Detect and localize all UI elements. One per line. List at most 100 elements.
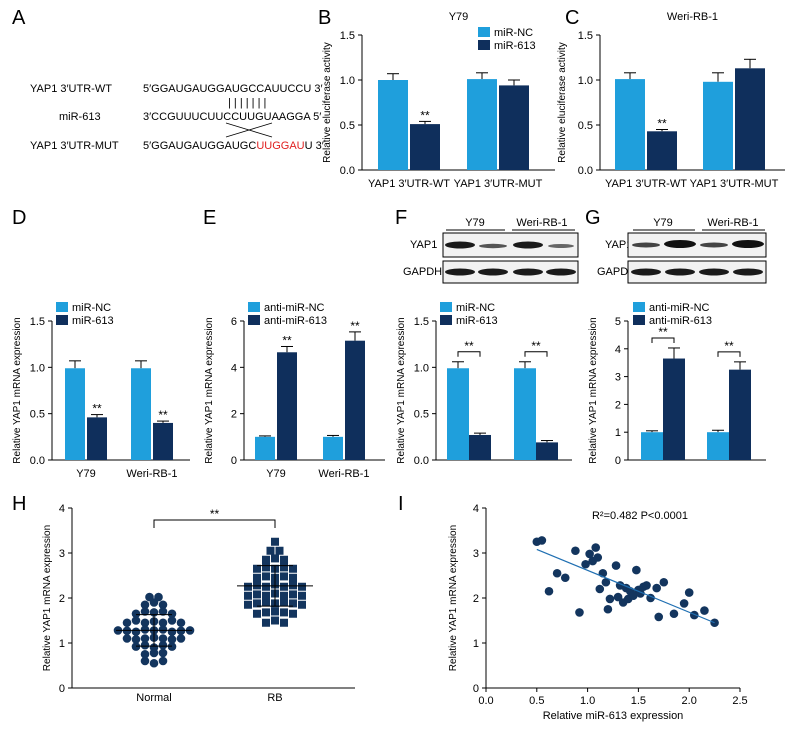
data-point xyxy=(158,600,168,610)
y-tick-label: 0 xyxy=(615,455,621,467)
correlation-annotation: R²=0.482 P<0.0001 xyxy=(592,510,688,522)
data-point xyxy=(537,536,547,545)
bar xyxy=(729,369,751,460)
data-point xyxy=(271,616,279,625)
y-axis-label: Relative eluciferase activity xyxy=(557,42,568,163)
y-axis-label: Relative YAP1 mRNA expression xyxy=(396,317,407,463)
significance-stars: ** xyxy=(350,319,360,333)
wt-sequence: 5′GGAUGAUGGAUGCCAUUCCU 3′ xyxy=(143,83,323,95)
data-point xyxy=(149,658,159,668)
significance-stars: ** xyxy=(158,408,168,422)
data-point xyxy=(280,608,288,617)
chart-b: Y79 0.0 0.5 1.0 1.5 Relative eluciferase acti… xyxy=(322,11,555,190)
legend-label: anti-miR-613 xyxy=(264,315,327,327)
significance-stars: ** xyxy=(420,108,430,122)
legend-swatch xyxy=(478,27,490,37)
data-point xyxy=(167,627,177,637)
data-point xyxy=(149,643,159,652)
blot-g-band xyxy=(700,242,728,248)
data-point xyxy=(140,600,150,610)
bond-marks: | | | | | | | xyxy=(228,97,266,109)
data-point xyxy=(669,609,679,619)
data-point xyxy=(289,590,297,599)
bar xyxy=(499,85,529,170)
data-point xyxy=(280,563,288,572)
bar xyxy=(131,368,151,460)
y-tick-label: 1.0 xyxy=(414,362,429,374)
data-point xyxy=(244,600,252,609)
data-point xyxy=(253,573,261,582)
data-point xyxy=(289,573,297,582)
y-tick-label: 0.0 xyxy=(414,455,429,467)
y-tick-label: 0 xyxy=(473,683,479,695)
data-point xyxy=(275,546,284,555)
data-point xyxy=(280,591,288,600)
data-point xyxy=(552,568,562,578)
y-tick-label: 1.0 xyxy=(340,75,355,87)
wt-label: YAP1 3′UTR-WT xyxy=(30,83,112,95)
legend-swatch xyxy=(248,315,260,325)
data-point xyxy=(560,573,570,583)
blot-f-band xyxy=(548,244,574,248)
bar xyxy=(514,368,536,460)
data-point xyxy=(652,583,661,593)
data-point xyxy=(131,616,141,625)
significance-bracket xyxy=(651,337,675,343)
data-point xyxy=(158,625,168,634)
category-label: YAP1 3′UTR-MUT xyxy=(690,178,779,190)
data-point xyxy=(298,582,306,591)
panel-letter-c: C xyxy=(565,7,579,29)
y-tick-label: 4 xyxy=(231,362,237,374)
data-point xyxy=(244,591,252,600)
data-point xyxy=(140,607,150,616)
category-label: Y79 xyxy=(266,468,286,480)
mir-label: miR-613 xyxy=(59,111,101,123)
significance-stars: ** xyxy=(657,117,667,131)
bar xyxy=(663,358,685,460)
y-axis-label: Relative YAP1 mRNA expression xyxy=(42,525,53,671)
significance-stars: ** xyxy=(531,339,541,353)
data-point xyxy=(154,592,163,602)
y-tick-label: 0.5 xyxy=(340,120,355,132)
data-point xyxy=(266,546,275,555)
blot-g: Y79 Weri-RB-1 YAP1 GAPDH xyxy=(597,217,767,284)
legend-label: miR-613 xyxy=(494,40,536,52)
significance-bracket xyxy=(457,351,481,357)
mut-label: YAP1 3′UTR-MUT xyxy=(30,140,119,152)
data-point xyxy=(158,640,168,650)
y-tick-label: 4 xyxy=(615,344,621,356)
significance-stars: ** xyxy=(658,325,668,339)
panel-letter-e: E xyxy=(203,207,216,229)
category-label: YAP1 3′UTR-MUT xyxy=(454,178,543,190)
y-tick-label: 4 xyxy=(59,503,65,515)
legend-swatch xyxy=(478,40,490,50)
y-tick-label: 2 xyxy=(59,593,65,605)
data-point xyxy=(176,618,186,628)
significance-stars: ** xyxy=(210,507,220,521)
data-point xyxy=(140,656,150,666)
x-tick-label: 1.5 xyxy=(631,695,646,707)
blot-f-membrane-gapdh xyxy=(442,260,579,284)
significance-stars: ** xyxy=(464,339,474,353)
data-point xyxy=(262,582,270,591)
blot-g-row-yap1: YAP1 xyxy=(605,239,632,251)
data-point xyxy=(601,577,611,587)
y-tick-label: 1.5 xyxy=(578,30,593,42)
data-point xyxy=(659,577,669,587)
y-tick-label: 5 xyxy=(615,316,621,328)
data-point xyxy=(158,607,168,616)
data-point xyxy=(253,590,261,599)
y-tick-label: 1 xyxy=(615,427,621,439)
data-point xyxy=(140,618,150,628)
data-point xyxy=(585,549,594,559)
y-tick-label: 6 xyxy=(231,316,237,328)
panel-letter-h: H xyxy=(12,493,26,515)
data-point xyxy=(280,572,288,581)
legend-swatch xyxy=(248,302,260,312)
legend-label: miR-NC xyxy=(494,27,533,39)
blot-f: Y79 Weri-RB-1 YAP1 GAPDH xyxy=(403,217,579,284)
y-tick-label: 0.0 xyxy=(340,165,355,177)
legend-swatch xyxy=(633,315,645,325)
data-point xyxy=(629,591,638,601)
